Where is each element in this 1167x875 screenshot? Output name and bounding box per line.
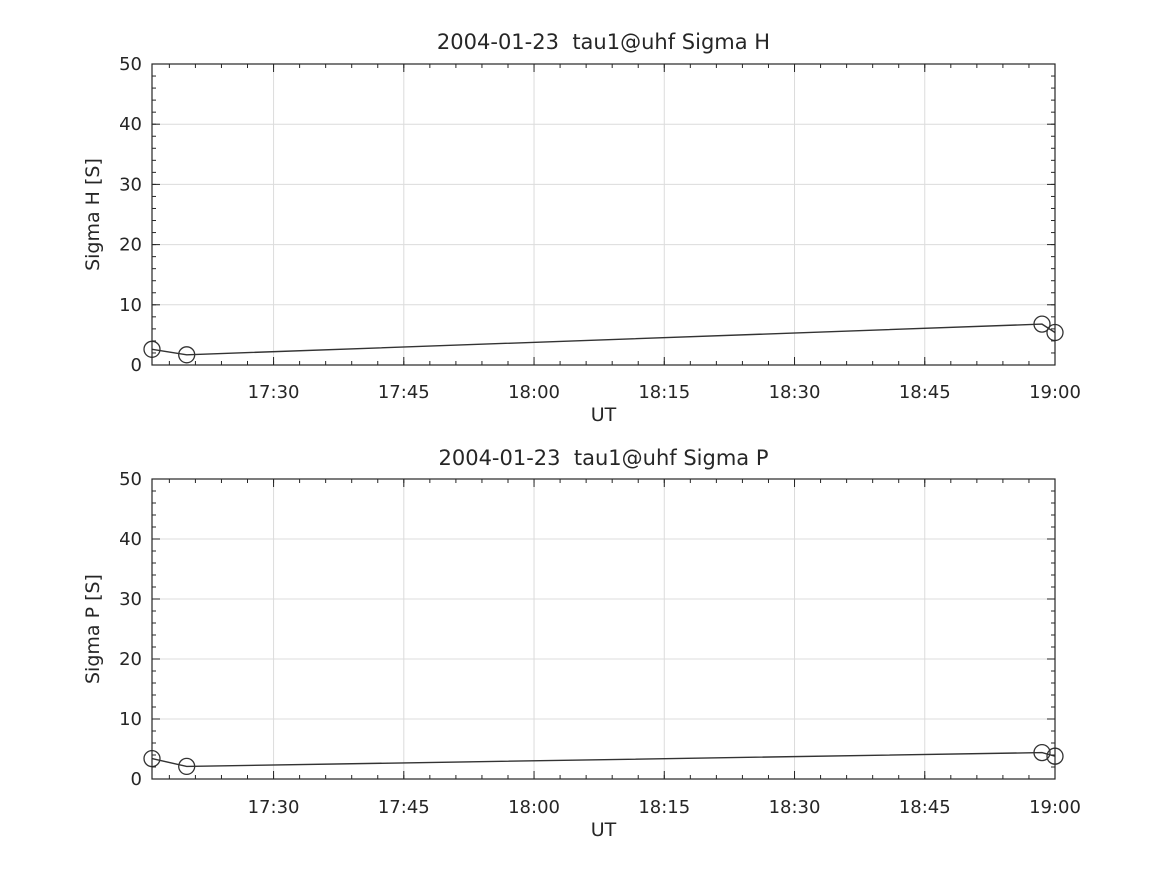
y-tick-label: 30 (119, 174, 142, 195)
y-axis-label: Sigma H [S] (82, 158, 104, 271)
axes-box (151, 63, 1056, 366)
x-tick-label: 18:30 (769, 797, 821, 818)
y-tick-label: 20 (119, 649, 142, 670)
y-tick-label: 0 (131, 355, 142, 376)
x-tick-label: 17:45 (378, 797, 430, 818)
y-tick-label: 30 (119, 589, 142, 610)
y-tick-label: 0 (131, 769, 142, 790)
x-axis-label: UT (591, 819, 617, 841)
x-tick-label: 18:00 (508, 797, 560, 818)
chart-2: 17:30 17:45 18:00 18:15 18:30 18:45 19:00 0 10 20… (82, 446, 1081, 841)
data-line (151, 323, 1056, 356)
y-tick-label: 10 (119, 295, 142, 316)
y-axis-label: Sigma P [S] (82, 574, 104, 684)
chart-1: 17:30 17:45 18:00 18:15 18:30 18:45 19:00 0 10 20… (82, 30, 1081, 426)
y-tick-label: 40 (119, 114, 142, 135)
data-point-marker (1033, 315, 1051, 333)
y-tick-label: 50 (119, 54, 142, 75)
x-tick-label: 17:30 (248, 797, 300, 818)
chart-title: 2004-01-23 tau1@uhf Sigma H (437, 30, 770, 54)
data-point-marker (178, 757, 196, 776)
x-tick-label: 18:00 (508, 382, 560, 403)
x-tick-label: 17:45 (378, 382, 430, 403)
y-tick-label: 20 (119, 235, 142, 256)
x-axis-label: UT (591, 404, 617, 426)
x-tick-label: 19:00 (1029, 797, 1081, 818)
x-tick-label: 17:30 (248, 382, 300, 403)
data-point-marker (1033, 743, 1051, 762)
x-tick-label: 18:45 (899, 797, 951, 818)
x-tick-label: 19:00 (1029, 382, 1081, 403)
x-tick-label: 18:45 (899, 382, 951, 403)
chart-title: 2004-01-23 tau1@uhf Sigma P (438, 446, 768, 470)
y-tick-label: 40 (119, 529, 142, 550)
data-point-marker (178, 346, 196, 364)
x-tick-label: 18:15 (638, 382, 690, 403)
x-tick-label: 18:15 (638, 797, 690, 818)
data-line (151, 751, 1056, 768)
axes-box (151, 478, 1056, 780)
y-tick-label: 10 (119, 709, 142, 730)
y-tick-label: 50 (119, 469, 142, 490)
x-tick-label: 18:30 (769, 382, 821, 403)
